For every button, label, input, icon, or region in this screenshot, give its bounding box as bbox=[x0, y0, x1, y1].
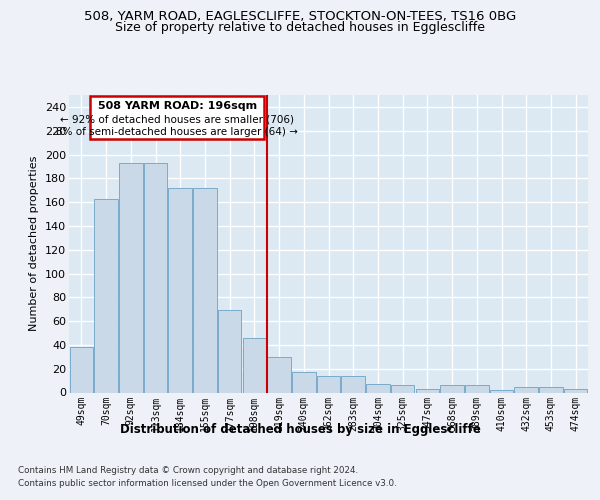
Text: Contains HM Land Registry data © Crown copyright and database right 2024.: Contains HM Land Registry data © Crown c… bbox=[18, 466, 358, 475]
Text: Contains public sector information licensed under the Open Government Licence v3: Contains public sector information licen… bbox=[18, 478, 397, 488]
Bar bbox=[514, 386, 538, 392]
Bar bbox=[90, 96, 264, 139]
Bar bbox=[564, 389, 587, 392]
Text: 508, YARM ROAD, EAGLESCLIFFE, STOCKTON-ON-TEES, TS16 0BG: 508, YARM ROAD, EAGLESCLIFFE, STOCKTON-O… bbox=[84, 10, 516, 23]
Bar bbox=[94, 198, 118, 392]
Bar bbox=[391, 386, 415, 392]
Bar bbox=[366, 384, 389, 392]
Bar bbox=[341, 376, 365, 392]
Bar bbox=[218, 310, 241, 392]
Bar bbox=[193, 188, 217, 392]
Text: ← 92% of detached houses are smaller (706): ← 92% of detached houses are smaller (70… bbox=[60, 114, 294, 124]
Bar bbox=[490, 390, 513, 392]
Bar bbox=[169, 188, 192, 392]
Bar bbox=[416, 389, 439, 392]
Bar bbox=[292, 372, 316, 392]
Bar bbox=[242, 338, 266, 392]
Text: Distribution of detached houses by size in Egglescliffe: Distribution of detached houses by size … bbox=[119, 422, 481, 436]
Bar bbox=[539, 386, 563, 392]
Bar bbox=[119, 163, 143, 392]
Bar bbox=[440, 386, 464, 392]
Bar bbox=[317, 376, 340, 392]
Text: 8% of semi-detached houses are larger (64) →: 8% of semi-detached houses are larger (6… bbox=[56, 127, 298, 137]
Bar bbox=[144, 163, 167, 392]
Text: Size of property relative to detached houses in Egglescliffe: Size of property relative to detached ho… bbox=[115, 22, 485, 35]
Bar bbox=[268, 357, 291, 392]
Y-axis label: Number of detached properties: Number of detached properties bbox=[29, 156, 40, 332]
Text: 508 YARM ROAD: 196sqm: 508 YARM ROAD: 196sqm bbox=[98, 101, 257, 111]
Bar bbox=[70, 348, 93, 393]
Bar bbox=[465, 386, 488, 392]
